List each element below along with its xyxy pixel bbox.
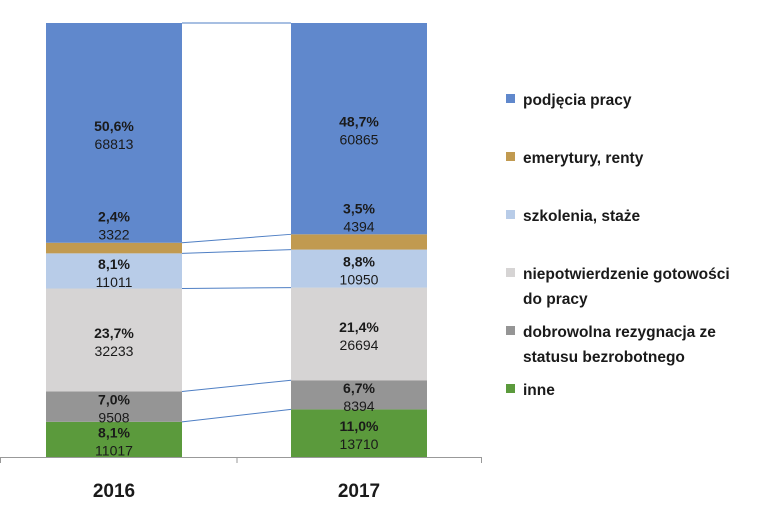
series-line [181,249,292,254]
data-label-percent: 7,0% [98,392,130,408]
legend-swatch [506,210,515,219]
x-tick-label: 2016 [93,481,135,502]
series-line [181,287,292,290]
legend-swatch [506,326,515,335]
legend-item: dobrowolna rezygnacja ze statusu bezrobo… [506,320,768,370]
data-label-percent: 3,5% [343,200,375,216]
bar-segment [291,287,427,381]
legend-item: szkolenia, staże [506,204,768,229]
bar-segment [46,288,182,392]
bar-segment [46,391,182,422]
bar-segment [46,253,182,289]
data-label-value: 9508 [98,410,129,426]
data-label-value: 8394 [343,398,374,414]
legend-swatch [506,94,515,103]
legend-label: podjęcia pracy [523,92,632,109]
series-line [181,408,292,423]
legend-item: podjęcia pracy [506,88,768,113]
data-label-percent: 11,0% [340,418,379,434]
legend-swatch [506,152,515,161]
bar-segment [46,23,182,243]
data-label-value: 11011 [96,274,133,290]
data-label-percent: 21,4% [339,319,379,335]
legend-label: dobrowolna rezygnacja ze statusu bezrobo… [523,324,716,366]
data-label-percent: 48,7% [339,114,379,130]
data-label-value: 4394 [343,218,374,234]
bar-segment [291,234,427,250]
data-label-percent: 23,7% [94,325,134,341]
bar-segment [291,380,427,410]
bar-segment [291,23,427,235]
legend-label: szkolenia, staże [523,208,641,225]
data-label-percent: 8,1% [98,424,130,440]
legend-swatch [506,384,515,393]
data-label-value: 68813 [95,136,134,152]
legend-label: niepotwierdzenie gotowości do pracy [523,266,730,308]
data-label-percent: 50,6% [94,118,134,134]
bar-segment [291,409,427,457]
data-label-percent: 6,7% [343,380,375,396]
data-label-value: 32233 [95,343,134,359]
legend-item: emerytury, renty [506,146,768,171]
data-label-value: 26694 [340,337,379,353]
series-line [181,233,292,244]
legend-swatch [506,268,515,277]
data-label-percent: 8,8% [343,254,375,270]
data-label-value: 13710 [340,436,379,452]
data-label-value: 60865 [340,132,379,148]
bar-segment [291,249,427,288]
data-label-value: 10950 [340,272,379,288]
bar-segment [46,242,182,254]
bar-segment [46,421,182,457]
legend-label: emerytury, renty [523,150,644,167]
data-label-value: 3322 [98,227,129,243]
legend-item: inne [506,378,768,403]
x-tick-label: 2017 [338,481,380,502]
data-label-percent: 2,4% [98,209,130,225]
series-line [181,379,292,392]
data-label-percent: 8,1% [98,256,130,272]
legend-item: niepotwierdzenie gotowości do pracy [506,262,768,312]
legend-label: inne [523,382,555,399]
data-label-value: 11017 [95,442,133,458]
